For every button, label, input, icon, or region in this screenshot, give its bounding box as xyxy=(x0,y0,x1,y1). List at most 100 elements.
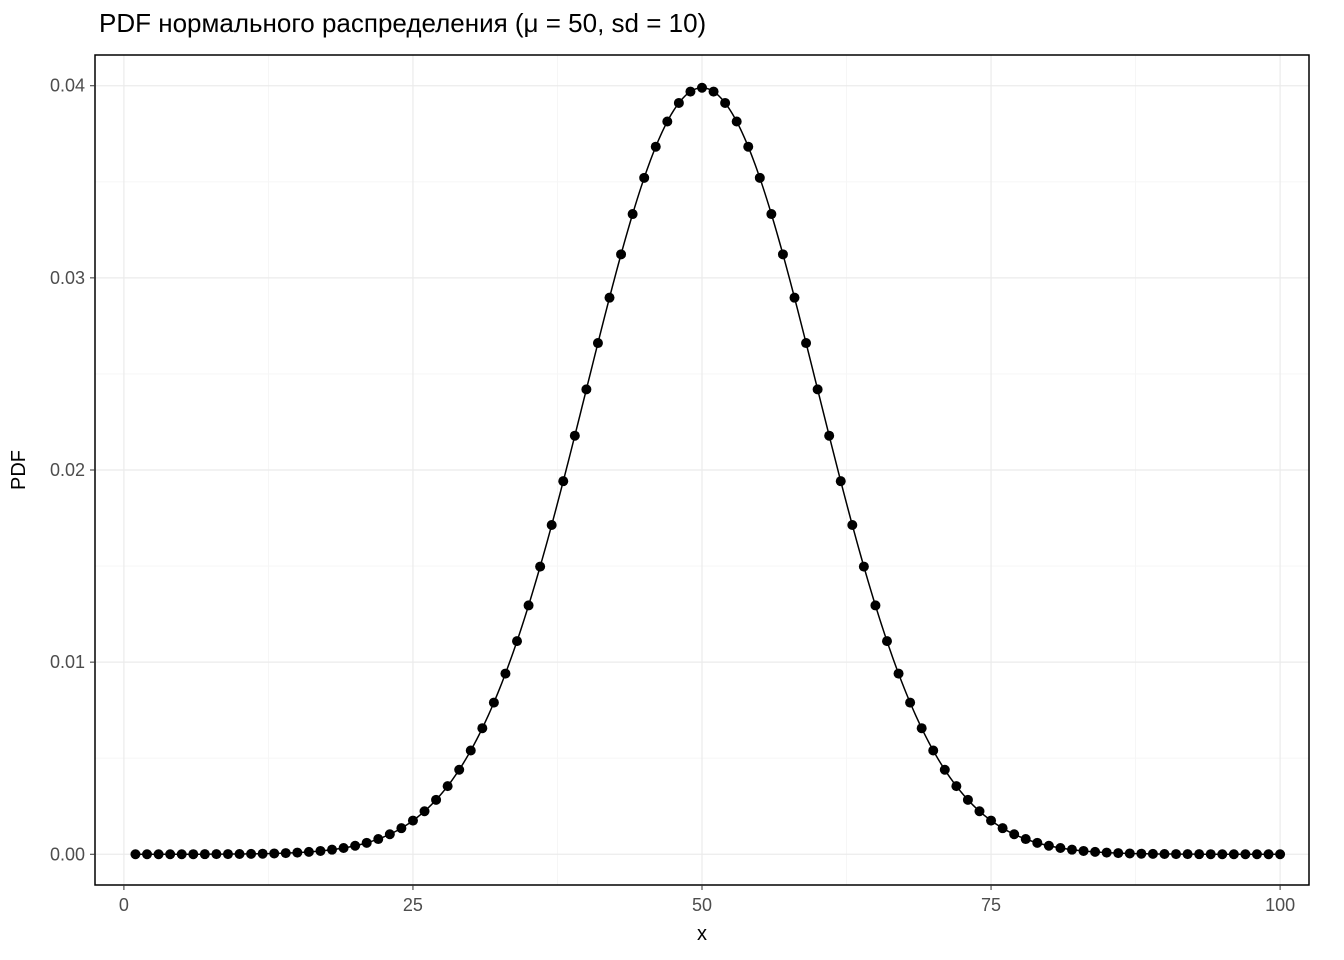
data-point xyxy=(130,849,140,859)
data-point xyxy=(443,781,453,791)
data-point xyxy=(836,476,846,486)
data-point xyxy=(547,520,557,530)
data-point xyxy=(1264,849,1274,859)
data-point xyxy=(1032,838,1042,848)
data-point xyxy=(362,838,372,848)
data-point xyxy=(697,83,707,93)
data-point xyxy=(940,765,950,775)
data-point xyxy=(1206,849,1216,859)
data-point xyxy=(1183,849,1193,859)
data-point xyxy=(339,843,349,853)
data-point xyxy=(1021,834,1031,844)
data-point xyxy=(489,698,499,708)
data-point xyxy=(847,520,857,530)
data-point xyxy=(870,600,880,610)
y-tick-label: 0.01 xyxy=(50,652,85,672)
data-point xyxy=(200,849,210,859)
data-point xyxy=(651,142,661,152)
data-point xyxy=(304,847,314,857)
data-point xyxy=(454,765,464,775)
data-point xyxy=(998,823,1008,833)
data-point xyxy=(512,636,522,646)
data-point xyxy=(211,849,221,859)
data-point xyxy=(292,848,302,858)
data-point xyxy=(246,849,256,859)
data-point xyxy=(1217,849,1227,859)
data-point xyxy=(431,795,441,805)
data-point xyxy=(350,841,360,851)
x-axis-label: x xyxy=(697,923,707,945)
data-point xyxy=(616,249,626,259)
x-tick-label: 25 xyxy=(403,895,423,915)
data-point xyxy=(1136,849,1146,859)
data-point xyxy=(824,431,834,441)
x-tick-label: 0 xyxy=(119,895,129,915)
data-point xyxy=(813,384,823,394)
y-tick-label: 0.04 xyxy=(50,76,85,96)
data-point xyxy=(859,562,869,572)
data-point xyxy=(466,746,476,756)
data-point xyxy=(894,669,904,679)
data-point xyxy=(593,338,603,348)
data-point xyxy=(743,142,753,152)
data-point xyxy=(709,87,719,97)
y-axis-label: PDF xyxy=(8,450,30,490)
data-point xyxy=(258,849,268,859)
data-point xyxy=(1148,849,1158,859)
data-point xyxy=(755,173,765,183)
data-point xyxy=(188,849,198,859)
data-point xyxy=(685,87,695,97)
data-point xyxy=(605,293,615,303)
data-point xyxy=(720,98,730,108)
data-point xyxy=(778,249,788,259)
data-point xyxy=(1113,848,1123,858)
data-point xyxy=(408,816,418,826)
data-point xyxy=(1171,849,1181,859)
x-tick-label: 75 xyxy=(981,895,1001,915)
data-point xyxy=(327,845,337,855)
data-point xyxy=(905,698,915,708)
data-point xyxy=(917,723,927,733)
data-point xyxy=(1009,829,1019,839)
data-point xyxy=(396,823,406,833)
data-point xyxy=(674,98,684,108)
data-point xyxy=(269,848,279,858)
y-tick-label: 0.00 xyxy=(50,844,85,864)
data-point xyxy=(177,849,187,859)
data-point xyxy=(986,816,996,826)
data-point xyxy=(373,834,383,844)
data-point xyxy=(1194,849,1204,859)
data-point xyxy=(951,781,961,791)
data-point xyxy=(558,476,568,486)
data-point xyxy=(1090,847,1100,857)
data-point xyxy=(524,600,534,610)
data-point xyxy=(639,173,649,183)
data-point xyxy=(165,849,175,859)
data-point xyxy=(570,431,580,441)
y-tick-label: 0.03 xyxy=(50,268,85,288)
data-point xyxy=(662,117,672,127)
data-point xyxy=(420,806,430,816)
data-point xyxy=(1102,848,1112,858)
data-point xyxy=(801,338,811,348)
x-tick-label: 100 xyxy=(1265,895,1295,915)
data-point xyxy=(1159,849,1169,859)
data-point xyxy=(477,723,487,733)
data-point xyxy=(1229,849,1239,859)
data-point xyxy=(281,848,291,858)
data-point xyxy=(1125,848,1135,858)
data-point xyxy=(974,806,984,816)
data-point xyxy=(223,849,233,859)
data-point xyxy=(1252,849,1262,859)
data-point xyxy=(1044,841,1054,851)
pdf-normal-chart: 02550751000.000.010.020.030.04xPDFPDF но… xyxy=(0,0,1344,960)
chart-title: PDF нормального распределения (μ = 50, s… xyxy=(99,8,706,38)
x-tick-label: 50 xyxy=(692,895,712,915)
data-point xyxy=(142,849,152,859)
data-point xyxy=(1240,849,1250,859)
data-point xyxy=(154,849,164,859)
data-point xyxy=(789,293,799,303)
data-point xyxy=(535,562,545,572)
data-point xyxy=(928,746,938,756)
data-point xyxy=(581,384,591,394)
